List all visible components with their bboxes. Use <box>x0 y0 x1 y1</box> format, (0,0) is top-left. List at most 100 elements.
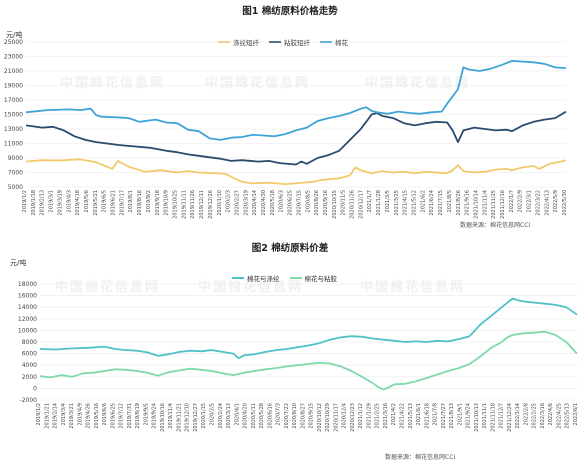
chart2-legend-swatch <box>232 277 244 279</box>
chart1-xtick-label: 2022/1/7 <box>509 190 515 212</box>
chart1-source: 数据来源：棉花信息网CCI <box>460 222 531 229</box>
chart1-ytick-label: 11000 <box>4 141 23 148</box>
chart1-xtick-label: 2019/6/5 <box>102 190 108 212</box>
chart2-xtick-label: 2020/4/20 <box>243 403 249 429</box>
chart1-xtick-label: 2020/7/15 <box>296 190 302 216</box>
chart1-xtick-label: 2019/6/21 <box>111 190 117 216</box>
chart2-xtick-label: 2020/12/23 <box>350 403 356 432</box>
chart1-xtick-label: 2022/5/9 <box>553 190 559 212</box>
chart2-xtick-label: 2021/9/1 <box>457 403 463 425</box>
chart1-xtick-label: 2019/7/17 <box>119 190 125 216</box>
chart1-xtick-label: 2020/1/10 <box>217 190 223 216</box>
chart2-legend-item: 棉花与涤纶 <box>232 273 280 283</box>
chart1-xtick-label: 2020/2/27 <box>234 190 240 216</box>
chart1-xtick-label: 2019/3/19 <box>57 190 63 216</box>
chart2-xtick-label: 2019/8/19 <box>135 403 141 429</box>
chart2-xtick-label: 2020/3/13 <box>226 403 232 429</box>
chart1-title: 图1 棉纺原料价格走势 <box>242 6 338 17</box>
chart1-ytick-label: 13000 <box>4 126 23 133</box>
chart1-xtick-label: 2019/9/2 <box>146 190 152 212</box>
chart2-xtick-label: 2019/7/31 <box>127 403 133 429</box>
chart1-xtick-label: 2021/8/26 <box>456 190 462 216</box>
chart1-xtick-label: 2019/8/1 <box>128 190 134 212</box>
chart1-xtick-label: 2021/1/28 <box>376 190 382 216</box>
chart2-xtick-label: 2021/12/24 <box>507 403 513 432</box>
chart2-xtick-label: 2020/7/22 <box>284 403 290 429</box>
chart1-xtick-label: 2019/10/25 <box>172 190 178 219</box>
chart2-xtick-label: 2019/5/16 <box>94 403 100 429</box>
chart2-xtick-label: 2021/7/8 <box>433 403 439 425</box>
chart2-xtick-label: 2022/2/8 <box>523 403 529 425</box>
chart1-ytick-label: 21000 <box>4 68 23 75</box>
chart2-xtick-label: 2020/4/1 <box>234 403 240 425</box>
chart2-xtick-label: 2019/6/6 <box>102 403 108 425</box>
chart1-ytick-label: 5000 <box>8 184 23 191</box>
chart1-unit: 元/吨 <box>6 31 23 39</box>
chart2-legend-label: 棉花与涤纶 <box>247 275 280 283</box>
chart2-xtick-label: 2022/1/14 <box>515 403 521 429</box>
chart2-series-line-1 <box>39 297 578 360</box>
chart1-xtick-label: 2019/8/16 <box>137 190 143 216</box>
chart2-ytick-label: 16000 <box>18 293 37 300</box>
chart1-ytick-label: 23000 <box>4 54 23 61</box>
chart1-xtick-label: 2020/5/18 <box>270 190 276 216</box>
chart2-xtick-label: 2020/8/27 <box>300 403 306 429</box>
chart2-xtick-label: 2019/4/9 <box>77 403 83 425</box>
chart2-xtick-label: 2019/2/14 <box>53 403 59 429</box>
chart1-xtick-label: 2020/4/14 <box>252 190 258 216</box>
chart2-ytick-label: 14000 <box>18 304 37 311</box>
chart1-xtick-label: 2021/5/12 <box>412 190 418 216</box>
chart1-ytick-label: 9000 <box>8 155 23 162</box>
chart2-xtick-label: 2019/9/5 <box>143 403 149 425</box>
chart2-xtick-label: 2022/5/13 <box>565 403 571 429</box>
chart2-xtick-label: 2022/6/1 <box>573 403 579 425</box>
chart2-xtick-label: 2022/3/16 <box>540 403 546 429</box>
chart1-xtick-label: 2020/4/30 <box>261 190 267 216</box>
chart1-xtick-label: 2019/5/21 <box>93 190 99 216</box>
chart2-xtick-label: 2021/8/13 <box>449 403 455 429</box>
chart2-xtick-label: 2021/4/22 <box>400 403 406 429</box>
chart1-xtick-label: 2021/10/14 <box>473 190 479 219</box>
chart1-xtick-label: 2022/5/30 <box>562 190 568 216</box>
chart2-xtick-label: 2020/5/28 <box>259 403 265 429</box>
chart1-xtick-label: 2021/9/16 <box>465 190 471 216</box>
chart2-xtick-label: 2019/12/27 <box>193 403 199 432</box>
chart2-xtick-label: 2019/6/25 <box>110 403 116 429</box>
chart2-xtick-label: 2021/1/12 <box>358 403 364 429</box>
chart2-legend-swatch <box>289 277 302 279</box>
chart2-xtick-label: 2019/12/10 <box>185 403 191 432</box>
chart2-xtick-label: 2021/10/13 <box>474 403 480 432</box>
chart1-xtick-label: 2019/1/2 <box>22 190 28 212</box>
chart2-xtick-label: 2020/9/15 <box>309 403 315 429</box>
chart2-ytick-label: 18000 <box>18 281 37 288</box>
chart2-xtick-label: 2021/1/29 <box>366 403 372 429</box>
chart1-xtick-label: 2019/3/1 <box>49 190 55 212</box>
chart2-ytick-label: 4000 <box>22 362 37 369</box>
chart1-xtick-label: 2019/1/18 <box>31 190 37 216</box>
chart1-xtick-label: 2022/3/22 <box>535 190 541 216</box>
chart1-xtick-label: 2020/2/3 <box>226 190 232 212</box>
chart2-xtick-label: 2021/4/2 <box>391 403 397 425</box>
chart2-ytick-label: 12000 <box>18 316 37 323</box>
chart1-series-line-3 <box>25 59 567 141</box>
chart1-xtick-label: 2020/11/5 <box>341 190 347 216</box>
chart2-xtick-label: 2022/4/25 <box>556 403 562 429</box>
chart2-xtick-label: 2019/11/21 <box>176 403 182 432</box>
chart2-xtick-label: 2021/3/16 <box>383 403 389 429</box>
chart2-xtick-label: 2020/12/4 <box>342 403 348 429</box>
chart2-xtick-label: 2021/6/18 <box>424 403 430 429</box>
chart1-ytick-label: 17000 <box>4 97 23 104</box>
chart1-xtick-label: 2021/4/15 <box>403 190 409 216</box>
chart2-xtick-label: 2019/4/26 <box>86 403 92 429</box>
chart2-title: 图2 棉纺原料价差 <box>251 243 329 254</box>
chart2-legend: 棉花与涤纶 棉花与粘胶 <box>232 273 337 283</box>
chart2-xtick-label: 2020/10/12 <box>317 403 323 432</box>
chart1-ytick-label: 15000 <box>4 112 23 119</box>
chart1-xtick-label: 2020/8/26 <box>314 190 320 216</box>
chart2-legend-item: 棉花与粘胶 <box>289 273 337 283</box>
chart1-series-line-1 <box>25 158 567 185</box>
chart1-xtick-label: 2021/6/2 <box>420 190 426 212</box>
chart1-xtick-label: 2019/12/11 <box>199 190 205 219</box>
chart2-xtick-label: 2020/10/29 <box>325 403 331 432</box>
chart1-xtick-label: 2019/9/18 <box>155 190 161 216</box>
